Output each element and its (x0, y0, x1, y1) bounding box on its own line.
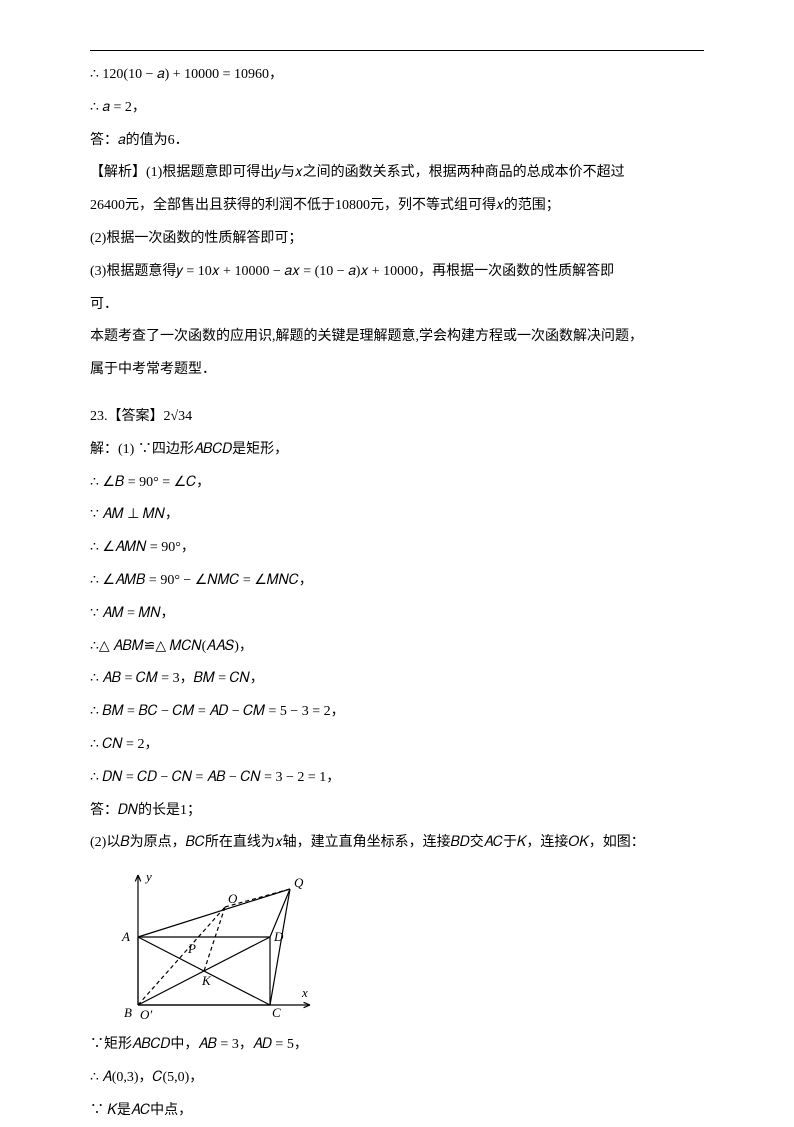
text-line: ∴ ∠𝐴𝑀𝐵 = 90° − ∠𝑁𝑀𝐶 = ∠𝑀𝑁𝐶， (90, 566, 704, 597)
text-line: 属于中考常考题型． (90, 355, 704, 386)
svg-text:C: C (272, 1005, 281, 1020)
svg-text:B: B (124, 1005, 132, 1020)
text-line: ∴ 𝑎 = 2， (90, 93, 704, 124)
text-line: 【解析】(1)根据题意即可得出𝑦与𝑥之间的函数关系式，根据两种商品的总成本价不超… (90, 158, 704, 189)
text-line: 26400元，全部售出且获得的利润不低于10800元，列不等式组可得𝑥的范围； (90, 191, 704, 222)
text-line: 答：𝑎的值为6． (90, 126, 704, 157)
text-line: 答：𝐷𝑁的长是1； (90, 796, 704, 827)
svg-text:D: D (273, 929, 284, 944)
paragraph-gap (90, 388, 704, 402)
svg-text:O: O (228, 891, 238, 906)
text-line: 解：(1) ∵四边形𝐴𝐵𝐶𝐷是矩形， (90, 435, 704, 466)
text-line: ∴△ 𝐴𝐵𝑀≌△ 𝑀𝐶𝑁(𝐴𝐴𝑆)， (90, 632, 704, 663)
text-line: ∴ 120(10 − 𝑎) + 10000 = 10960， (90, 60, 704, 91)
text-line: ∴ 𝐶𝑁 = 2， (90, 730, 704, 761)
text-line: ∵ 𝐴𝑀 ⊥ 𝑀𝑁， (90, 500, 704, 531)
text-line: (2)以𝐵为原点，𝐵𝐶所在直线为𝑥轴，建立直角坐标系，连接𝐵𝐷交𝐴𝐶于𝐾，连接𝑂… (90, 828, 704, 859)
text-line: ∵ 𝐾是𝐴𝐶中点， (90, 1096, 704, 1127)
text-line: ∵ 𝐴𝑀 = 𝑀𝑁， (90, 599, 704, 630)
text-line: 23.【答案】2√34 (90, 402, 704, 433)
svg-text:y: y (144, 869, 152, 884)
svg-text:P: P (187, 941, 196, 956)
geometry-diagram: x y A B C D Q O K P O′ (110, 867, 704, 1022)
text-line: ∴ 𝐴𝐵 = 𝐶𝑀 = 3，𝐵𝑀 = 𝐶𝑁， (90, 664, 704, 695)
text-line: (2)根据一次函数的性质解答即可； (90, 224, 704, 255)
svg-text:K: K (201, 973, 212, 988)
svg-text:O′: O′ (140, 1007, 152, 1022)
document-body: ∴ 120(10 − 𝑎) + 10000 = 10960， ∴ 𝑎 = 2， … (90, 60, 704, 1127)
text-line: 可． (90, 290, 704, 321)
text-line: ∴ ∠𝐴𝑀𝑁 = 90°， (90, 533, 704, 564)
text-line: ∵矩形𝐴𝐵𝐶𝐷中，𝐴𝐵 = 3，𝐴𝐷 = 5， (90, 1030, 704, 1061)
text-line: ∴ 𝐷𝑁 = 𝐶𝐷 − 𝐶𝑁 = 𝐴𝐵 − 𝐶𝑁 = 3 − 2 = 1， (90, 763, 704, 794)
svg-text:A: A (121, 929, 130, 944)
svg-text:Q: Q (294, 875, 304, 890)
text-line: 本题考查了一次函数的应用识,解题的关键是理解题意,学会构建方程或一次函数解决问题… (90, 322, 704, 353)
text-line: ∴ ∠𝐵 = 90° = ∠𝐶， (90, 468, 704, 499)
text-line: (3)根据题意得𝑦 = 10𝑥 + 10000 − 𝑎𝑥 = (10 − 𝑎)𝑥… (90, 257, 704, 288)
svg-text:x: x (301, 985, 308, 1000)
diagram-svg: x y A B C D Q O K P O′ (110, 867, 320, 1022)
page-top-rule (90, 50, 704, 51)
text-line: ∴ 𝐴(0,3)，𝐶(5,0)， (90, 1063, 704, 1094)
text-line: ∴ 𝐵𝑀 = 𝐵𝐶 − 𝐶𝑀 = 𝐴𝐷 − 𝐶𝑀 = 5 − 3 = 2， (90, 697, 704, 728)
